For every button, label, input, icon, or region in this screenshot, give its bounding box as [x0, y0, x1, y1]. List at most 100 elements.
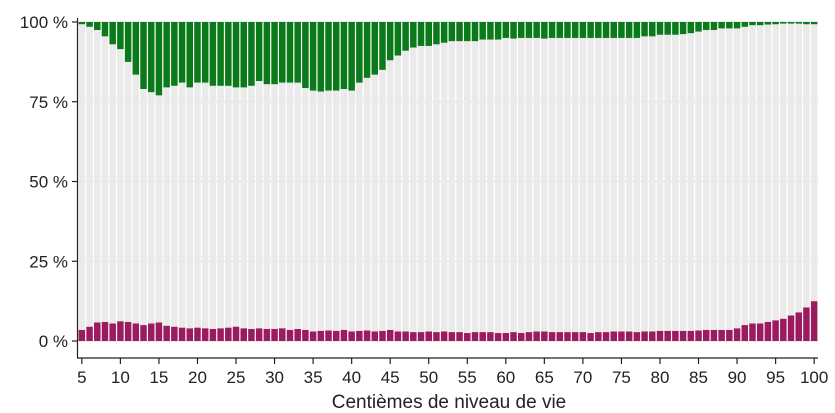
bar-segment-57-2 — [479, 22, 486, 40]
y-tick-label-100: 100 % — [20, 13, 68, 32]
bar-segment-48-2 — [410, 22, 417, 48]
bar-segment-28-1 — [255, 81, 263, 329]
bar-segment-70-1 — [579, 37, 587, 333]
bar-segment-46-1 — [394, 55, 402, 332]
bar-segment-26-2 — [240, 22, 247, 88]
bar-segment-77-2 — [633, 22, 641, 38]
bar-segment-8-0 — [101, 321, 109, 341]
bar-segment-18-0 — [178, 327, 186, 341]
bar-segment-64-1 — [533, 37, 540, 332]
bar-segment-6-2 — [86, 22, 93, 27]
bar-segment-27-1 — [248, 85, 255, 329]
bar-segment-55-0 — [464, 333, 471, 341]
bar-segment-94-1 — [764, 24, 772, 322]
bar-segment-9-2 — [109, 22, 116, 45]
bar-segment-64-0 — [533, 331, 540, 341]
bar-segment-76-1 — [625, 37, 633, 332]
bar-segment-44-1 — [379, 69, 386, 331]
bar-segment-10-1 — [117, 49, 124, 322]
bar-segment-47-1 — [402, 50, 409, 332]
bar-segment-13-2 — [140, 22, 147, 89]
bar-segment-72-0 — [595, 332, 602, 341]
bar-segment-15-0 — [155, 322, 163, 341]
bar-segment-89-1 — [726, 28, 733, 330]
bar-segment-15-2 — [155, 22, 163, 96]
bar-segment-41-1 — [356, 82, 363, 331]
bar-segment-74-0 — [610, 331, 617, 341]
bar-segment-80-0 — [656, 330, 664, 341]
bar-segment-91-1 — [741, 26, 749, 326]
bar-segment-92-0 — [749, 323, 756, 341]
bar-segment-29-0 — [263, 328, 271, 341]
x-tick-label-10: 10 — [111, 368, 130, 387]
bar-segment-56-1 — [471, 41, 479, 333]
bar-segment-79-0 — [649, 331, 656, 341]
bar-segment-81-0 — [664, 330, 671, 341]
bar-segment-48-0 — [410, 332, 417, 341]
bar-segment-40-2 — [348, 22, 355, 91]
bar-segment-66-2 — [548, 22, 556, 38]
bar-segment-35-0 — [309, 331, 317, 341]
bar-segment-18-2 — [178, 22, 186, 83]
bar-segment-69-2 — [571, 22, 579, 38]
bar-segment-34-1 — [302, 88, 309, 330]
bar-segment-84-1 — [687, 33, 695, 331]
bar-segment-11-2 — [124, 22, 132, 62]
bar-segment-73-1 — [602, 37, 610, 333]
bar-segment-74-1 — [610, 37, 617, 332]
bar-segment-49-2 — [417, 22, 425, 46]
bar-segment-7-0 — [94, 322, 101, 341]
bar-segment-18-1 — [178, 82, 186, 328]
bar-segment-7-1 — [94, 29, 101, 323]
bar-segment-62-1 — [517, 37, 525, 334]
bar-segment-21-2 — [201, 22, 209, 83]
bar-segment-9-0 — [109, 323, 116, 341]
bar-segment-96-0 — [780, 318, 787, 341]
bar-segment-24-0 — [225, 327, 232, 341]
bar-segment-88-1 — [718, 28, 725, 330]
bar-segment-17-0 — [171, 326, 178, 341]
bar-segment-37-2 — [325, 22, 332, 91]
bar-segment-14-0 — [147, 323, 155, 341]
bar-segment-16-1 — [163, 87, 170, 326]
bar-segment-34-2 — [302, 22, 309, 89]
bar-segment-72-2 — [595, 22, 602, 38]
x-axis-title: Centièmes de niveau de vie — [332, 392, 566, 413]
bar-segment-95-0 — [772, 320, 779, 341]
bar-segment-42-1 — [363, 77, 371, 331]
bar-segment-68-0 — [564, 332, 571, 341]
bar-segment-29-2 — [263, 22, 271, 85]
bar-segment-63-2 — [525, 22, 533, 38]
bar-segment-100-1 — [810, 24, 818, 302]
bar-segment-91-0 — [741, 325, 749, 341]
bar-segment-5-0 — [78, 329, 86, 341]
bar-segment-61-1 — [510, 38, 517, 333]
bar-segment-34-0 — [302, 329, 309, 341]
bar-segment-54-0 — [456, 332, 463, 341]
bar-segment-32-2 — [286, 22, 294, 83]
bar-segment-20-2 — [194, 22, 201, 83]
bar-segment-13-0 — [140, 325, 147, 341]
bar-segment-36-1 — [317, 91, 325, 331]
bar-segment-38-1 — [332, 90, 340, 331]
bar-segment-39-2 — [340, 22, 348, 89]
bar-segment-80-2 — [656, 22, 664, 35]
bar-segment-57-0 — [479, 332, 486, 341]
bar-segment-22-2 — [209, 22, 217, 86]
bar-segment-40-1 — [348, 90, 355, 332]
bar-segment-70-0 — [579, 332, 587, 341]
bar-segment-65-0 — [541, 331, 548, 341]
bar-segment-69-1 — [571, 37, 579, 333]
bar-segment-74-2 — [610, 22, 617, 38]
bar-segment-79-1 — [649, 36, 656, 332]
bar-segment-51-0 — [433, 332, 440, 341]
bar-segment-54-2 — [456, 22, 463, 42]
bar-segment-21-0 — [201, 328, 209, 341]
bar-segment-23-0 — [217, 328, 224, 341]
bar-segment-12-2 — [132, 22, 140, 75]
bar-segment-62-2 — [517, 22, 525, 38]
bar-segment-96-1 — [780, 23, 787, 319]
bar-segment-17-2 — [171, 22, 178, 86]
bar-segment-62-0 — [517, 333, 525, 341]
bar-segment-75-0 — [618, 331, 625, 341]
